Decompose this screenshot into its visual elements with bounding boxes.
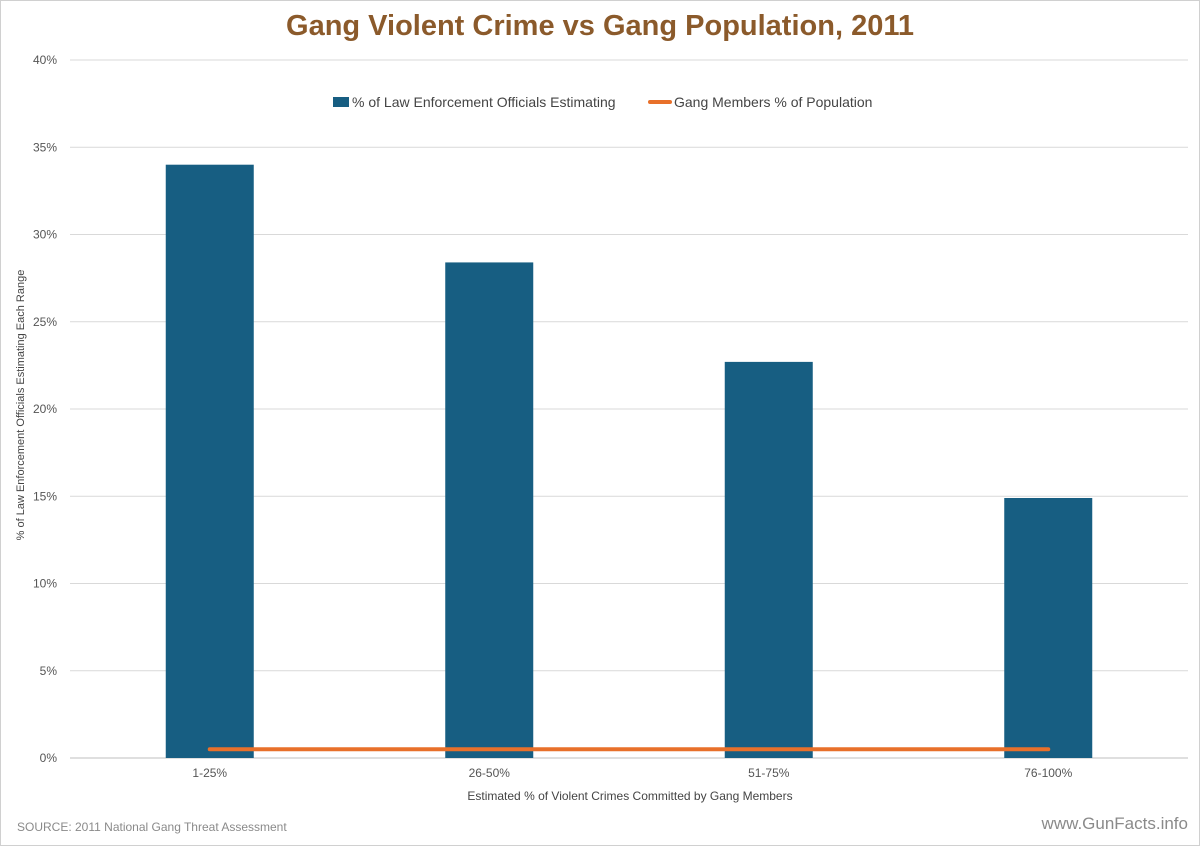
legend-swatch-line xyxy=(648,100,672,104)
x-tick-label: 76-100% xyxy=(1024,766,1072,780)
y-tick-label: 5% xyxy=(40,664,58,678)
y-tick-labels: 0% 5% 10% 15% 20% 25% 30% 35% 40% xyxy=(33,53,57,765)
x-tick-label: 1-25% xyxy=(192,766,227,780)
y-tick-label: 25% xyxy=(33,315,57,329)
chart-title: Gang Violent Crime vs Gang Population, 2… xyxy=(286,10,914,42)
y-tick-label: 10% xyxy=(33,577,57,591)
y-tick-label: 15% xyxy=(33,489,57,503)
legend-swatch-bar xyxy=(333,97,349,107)
watermark: www.GunFacts.info xyxy=(1041,814,1188,833)
x-tick-label: 26-50% xyxy=(469,766,511,780)
source-note: SOURCE: 2011 National Gang Threat Assess… xyxy=(17,820,287,834)
x-axis-label: Estimated % of Violent Crimes Committed … xyxy=(467,789,793,803)
y-tick-label: 0% xyxy=(40,751,58,765)
y-tick-label: 30% xyxy=(33,228,57,242)
x-tick-labels: 1-25% 26-50% 51-75% 76-100% xyxy=(192,766,1072,780)
legend-label-line: Gang Members % of Population xyxy=(674,94,873,110)
y-tick-label: 20% xyxy=(33,402,57,416)
y-tick-label: 40% xyxy=(33,53,57,67)
bar-1-25% xyxy=(165,164,254,758)
bar-26-50% xyxy=(445,262,534,758)
gridlines xyxy=(70,59,1188,759)
legend-item-line: Gang Members % of Population xyxy=(648,94,872,110)
legend-item-bar: % of Law Enforcement Officials Estimatin… xyxy=(333,94,616,110)
x-tick-label: 51-75% xyxy=(748,766,790,780)
legend: % of Law Enforcement Officials Estimatin… xyxy=(0,94,1200,114)
y-tick-label: 35% xyxy=(33,140,57,154)
bar-51-75% xyxy=(724,361,813,758)
y-axis-label: % of Law Enforcement Officials Estimatin… xyxy=(15,269,27,541)
legend-label-bar: % of Law Enforcement Officials Estimatin… xyxy=(352,94,616,110)
bars xyxy=(165,164,1093,758)
bar-76-100% xyxy=(1004,497,1093,758)
